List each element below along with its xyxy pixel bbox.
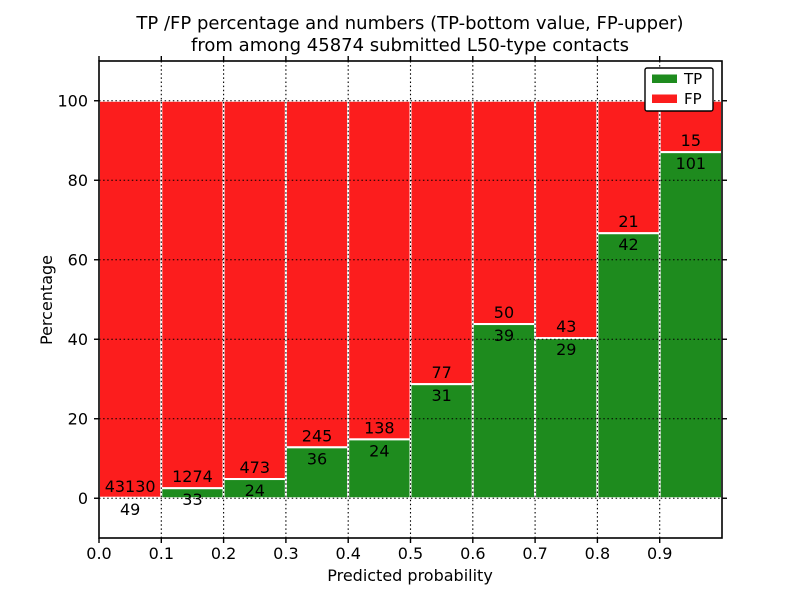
y-tick-label: 80 [68,171,88,190]
chart-title-line2: from among 45874 submitted L50-type cont… [191,35,629,56]
tp-count-label: 101 [676,154,707,173]
bar-group [471,99,537,500]
bar-group [409,99,474,500]
legend-swatch-fp [652,94,677,103]
tp-bar-segment [471,323,537,500]
x-axis-label: Predicted probability [327,566,493,585]
fp-count-label: 50 [494,303,514,322]
fp-bar-segment [222,99,287,481]
tp-bar-segment [596,232,661,500]
tp-bar-segment [534,337,599,500]
bar-group [347,99,412,500]
tp-count-label: 31 [431,386,451,405]
x-tick-label: 0.1 [149,544,174,563]
fp-bar-segment [347,99,412,441]
tp-count-label: 24 [369,441,389,460]
y-tick-label: 40 [68,330,88,349]
legend: TP FP [644,67,714,112]
fp-bar-segment [409,99,474,386]
bar-group [222,99,287,500]
fp-count-label: 43130 [105,477,156,496]
chart-title-line1: TP /FP percentage and numbers (TP-bottom… [135,13,683,34]
tp-count-label: 36 [307,449,327,468]
fp-count-label: 43 [556,317,576,336]
fp-bar-segment [98,99,163,499]
y-tick-label: 20 [68,409,88,428]
tp-count-label: 24 [245,481,265,500]
tp-count-label: 29 [556,340,576,359]
bar-group [98,99,163,500]
fp-count-label: 77 [431,363,451,382]
legend-label-tp: TP [683,70,702,88]
tp-bar-segment [284,446,350,500]
bar-group [596,99,661,500]
legend-swatch-tp [652,74,677,83]
x-tick-label: 0.2 [211,544,236,563]
plot-area: 43130 49 1274 33 473 24 245 36 138 24 77 31 50 39 43 29… [57,56,727,563]
tp-count-label: 39 [494,326,514,345]
fp-count-label: 21 [618,212,638,231]
fp-count-label: 245 [302,426,333,445]
x-tick-label: 0.7 [522,544,547,563]
y-tick-label: 100 [57,91,88,110]
fp-bar-segment [160,99,225,490]
x-tick-label: 0.3 [273,544,298,563]
tp-bar-segment [347,438,412,500]
fp-count-label: 138 [364,418,395,437]
legend-box [644,67,714,112]
x-tick-label: 0.6 [460,544,485,563]
fp-count-label: 15 [681,131,701,150]
y-axis-label: Percentage [37,255,56,345]
bar-group [534,99,599,500]
fp-bar-segment [471,99,537,326]
tp-count-label: 33 [182,490,202,509]
x-tick-label: 0.4 [335,544,360,563]
x-tick-label: 0.0 [86,544,111,563]
y-tick-label: 60 [68,250,88,269]
fp-bar-segment [596,99,661,235]
x-tick-label: 0.8 [585,544,610,563]
fp-bar-segment [284,99,350,449]
bar-group [160,99,225,500]
tp-count-label: 42 [618,235,638,254]
y-tick-label: 0 [78,489,88,508]
fp-count-label: 1274 [172,467,213,486]
tp-count-label: 49 [120,500,140,519]
fp-count-label: 473 [239,458,270,477]
fp-bar-segment [534,99,599,340]
legend-label-fp: FP [684,90,702,108]
x-tick-label: 0.5 [398,544,423,563]
tp-bar-segment [658,151,724,500]
x-tick-label: 0.9 [647,544,672,563]
